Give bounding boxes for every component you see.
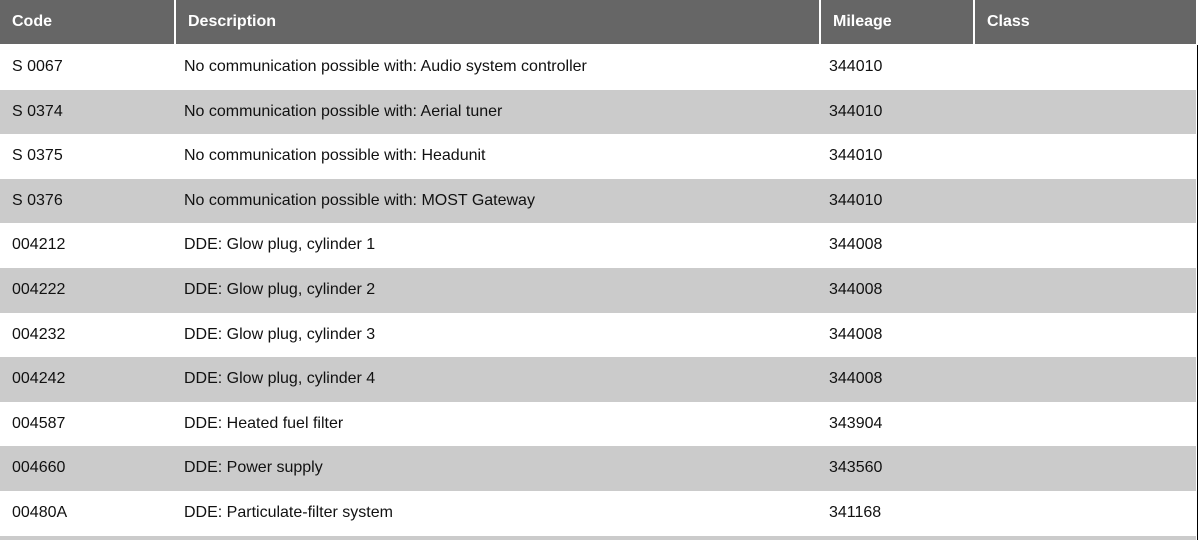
cell-code: S 0067 [12,58,63,75]
table-row[interactable]: 004212 DDE: Glow plug, cylinder 1 344008 [0,223,1196,268]
cell-mileage: 344010 [829,58,883,75]
cell-code: S 0374 [12,102,63,120]
cell-code: 004222 [12,280,66,298]
header-description[interactable]: Description [176,0,819,44]
table-row[interactable]: 004222 DDE: Glow plug, cylinder 2 344008 [0,267,1196,313]
cell-mileage: 344008 [829,280,883,298]
right-border [1197,45,1198,540]
cell-description: No communication possible with: Aerial t… [184,102,503,120]
table-row[interactable]: 004587 DDE: Heated fuel filter 343904 [0,402,1196,447]
cell-description: DDE: Glow plug, cylinder 3 [184,325,376,343]
cell-mileage: 344008 [829,236,883,254]
header-code[interactable]: Code [0,0,174,44]
cell-mileage: 343904 [829,414,883,432]
cell-description: DDE: Glow plug, cylinder 1 [184,236,376,254]
cell-code: 004242 [12,370,66,388]
cell-code: S 0375 [12,147,63,165]
cell-mileage: 344008 [829,370,883,388]
cell-mileage: 343560 [829,459,883,477]
fault-code-table-body: S 0067 No communication possible with: Au… [0,45,1196,536]
cell-code: 00480A [12,503,68,521]
cell-mileage: 344008 [829,325,883,343]
cell-description: DDE: Glow plug, cylinder 2 [184,280,376,298]
cell-code: 004587 [12,414,66,432]
cell-description: No communication possible with: MOST Gat… [184,191,535,209]
cell-description: No communication possible with: Audio sy… [184,58,587,75]
cell-mileage: 344010 [829,147,883,165]
table-row[interactable]: S 0374 No communication possible with: Ae… [0,89,1196,135]
table-row[interactable]: 004232 DDE: Glow plug, cylinder 3 344008 [0,313,1196,358]
table-row[interactable]: 00480A DDE: Particulate-filter system 3411… [0,491,1196,536]
table-row[interactable]: 004660 DDE: Power supply 343560 [0,446,1196,491]
cell-description: DDE: Glow plug, cylinder 4 [184,370,376,388]
table-row[interactable]: S 0375 No communication possible with: He… [0,134,1196,179]
cell-mileage: 341168 [829,503,882,521]
cell-mileage: 344010 [829,191,883,209]
table-row[interactable]: S 0067 No communication possible with: Au… [0,45,1196,90]
cell-code: 004660 [12,459,66,477]
cell-code: S 0376 [12,191,63,209]
header-class[interactable]: Class [975,0,1196,44]
cell-code: 004232 [12,325,66,343]
table-header: Code Description Mileage Class [0,0,1196,44]
table-row[interactable]: 004242 DDE: Glow plug, cylinder 4 344008 [0,357,1196,402]
cell-mileage: 344010 [829,102,883,120]
cell-description: DDE: Power supply [184,459,323,477]
table-row[interactable]: S 0376 No communication possible with: MO… [0,178,1196,224]
table-bottom-edge [0,536,1196,540]
cell-code: 004212 [12,236,66,254]
header-mileage[interactable]: Mileage [821,0,973,44]
cell-description: DDE: Heated fuel filter [184,414,344,432]
cell-description: DDE: Particulate-filter system [184,503,393,521]
cell-description: No communication possible with: Headunit [184,147,486,165]
